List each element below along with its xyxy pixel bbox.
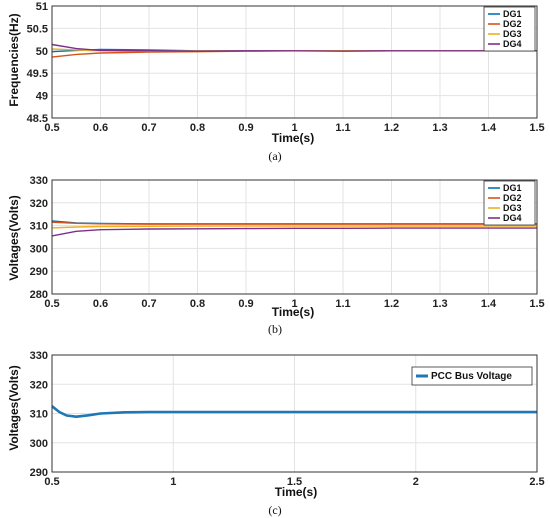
panel-c-caption: (c) (268, 503, 281, 517)
panel-a-caption: (a) (268, 149, 281, 163)
x-tick-label: 1.1 (335, 122, 350, 134)
x-tick-label: 0.9 (238, 122, 253, 134)
axes-frame (51, 5, 538, 119)
y-tick-label: 48.5 (27, 113, 48, 125)
y-tick-label: 300 (30, 438, 48, 450)
x-tick-label: 0.6 (93, 298, 108, 310)
x-tick-label: 0.5 (44, 122, 59, 134)
y-tick-label: 290 (30, 266, 48, 278)
y-tick-label: 50 (36, 46, 48, 58)
legend-label: DG4 (503, 39, 522, 49)
x-tick-label: 1.5 (529, 298, 544, 310)
x-tick-label: 0.5 (44, 476, 59, 488)
x-tick-label: 1.2 (384, 298, 399, 310)
legend-label: DG3 (503, 29, 522, 39)
legend-label: DG1 (503, 9, 522, 19)
series-line-dg4 (51, 227, 537, 237)
x-tick-label: 0.7 (141, 122, 156, 134)
panel-a-xlabel: Time(s) (272, 131, 314, 145)
x-tick-label: 1.2 (384, 122, 399, 134)
y-tick-label: 310 (30, 409, 48, 421)
legend-label: DG2 (503, 19, 522, 29)
x-tick-label: 1.3 (432, 122, 447, 134)
y-tick-label: 49.5 (27, 68, 48, 80)
x-tick-label: 1.1 (335, 298, 350, 310)
panel-c-ylabel: Voltages(Volts) (7, 365, 21, 451)
x-tick-label: 0.9 (238, 298, 253, 310)
x-tick-label: 0.8 (190, 298, 205, 310)
panel-c-xlabel: Time(s) (275, 485, 317, 499)
x-tick-label: 1.5 (529, 122, 544, 134)
y-tick-label: 290 (30, 467, 48, 479)
y-tick-label: 300 (30, 243, 48, 255)
x-tick-label: 0.5 (44, 298, 59, 310)
y-tick-label: 320 (30, 379, 48, 391)
y-tick-label: 330 (30, 350, 48, 362)
panel-b-caption: (b) (268, 322, 282, 336)
legend-label: DG4 (503, 213, 522, 223)
x-tick-label: 0.7 (141, 298, 156, 310)
panel-a-ylabel: Frequencies(Hz) (7, 13, 21, 106)
panel-b-voltages-chart: Voltages(Volts) Time(s) (b) 0.5 0.6 0.7 0.8… (7, 175, 545, 336)
x-tick-label: 2.5 (529, 476, 544, 488)
series-line-dg4 (51, 43, 537, 52)
x-tick-label: 1.4 (481, 122, 497, 134)
legend-label: DG1 (503, 183, 522, 193)
axes-frame (51, 179, 538, 295)
y-tick-label: 50.5 (27, 23, 48, 35)
x-tick-label: 0.8 (190, 122, 205, 134)
x-tick-label: 1.5 (287, 476, 302, 488)
y-tick-label: 310 (30, 221, 48, 233)
y-tick-label: 330 (30, 175, 48, 187)
x-tick-label: 1.4 (481, 298, 497, 310)
x-tick-label: 1 (291, 298, 297, 310)
x-tick-label: 1 (170, 476, 176, 488)
panel-c-pcc-voltage-chart: Voltages(Volts) Time(s) (c) 0.5 1 1.5 2 2.5 2… (7, 350, 545, 517)
x-tick-label: 1.3 (432, 298, 447, 310)
panel-b-xlabel: Time(s) (272, 305, 314, 319)
series-line-dg2 (51, 221, 537, 225)
x-tick-label: 1 (291, 122, 297, 134)
y-tick-label: 51 (36, 1, 48, 13)
series-line-dg3 (51, 225, 537, 229)
axes-frame (51, 354, 538, 473)
legend-box (411, 366, 533, 386)
y-tick-label: 49 (36, 91, 48, 103)
y-tick-label: 280 (30, 289, 48, 301)
y-tick-label: 320 (30, 198, 48, 210)
x-tick-label: 0.6 (93, 122, 108, 134)
legend-label: PCC Bus Voltage (431, 371, 512, 382)
legend-label: DG2 (503, 193, 522, 203)
legend-label: DG3 (503, 203, 522, 213)
series-line-pcc-bus-voltage (51, 405, 537, 419)
panel-a-frequencies-chart: Frequencies(Hz) Time(s) (a) 0.5 0.6 0.7 0.8… (7, 1, 545, 163)
panel-b-ylabel: Voltages(Volts) (7, 195, 21, 281)
x-tick-label: 2 (413, 476, 419, 488)
